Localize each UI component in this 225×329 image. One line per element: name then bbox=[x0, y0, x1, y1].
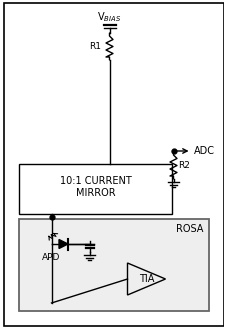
Text: 10:1 CURRENT
MIRROR: 10:1 CURRENT MIRROR bbox=[60, 176, 131, 198]
Text: R2: R2 bbox=[178, 161, 190, 169]
Text: ADC: ADC bbox=[194, 146, 214, 156]
Text: ROSA: ROSA bbox=[176, 224, 203, 234]
Bar bbox=[20, 164, 171, 214]
Text: V$_{BIAS}$: V$_{BIAS}$ bbox=[97, 10, 122, 24]
Bar bbox=[20, 219, 209, 311]
Text: R1: R1 bbox=[90, 42, 101, 51]
Text: APD: APD bbox=[42, 254, 60, 263]
Polygon shape bbox=[59, 240, 68, 248]
Text: TIA: TIA bbox=[139, 274, 154, 284]
